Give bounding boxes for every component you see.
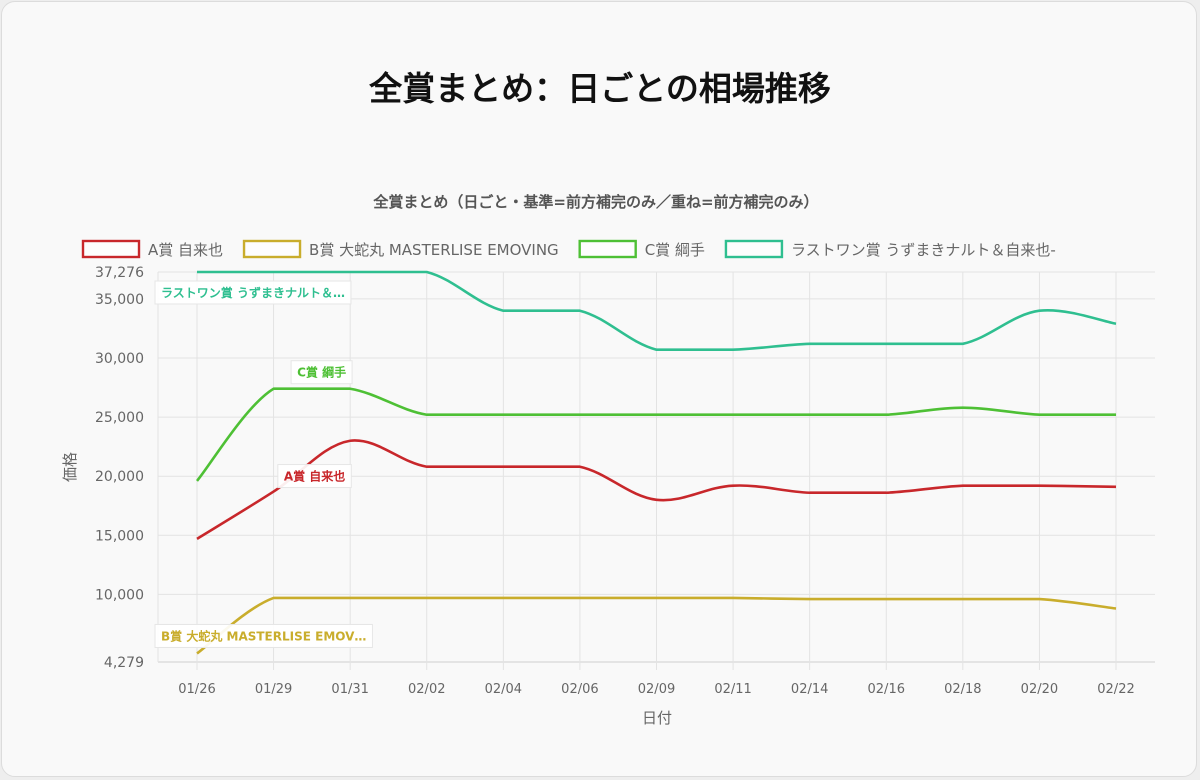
legend: A賞 自来也 B賞 大蛇丸 MASTERLISE EMOVING C賞 綱手 ラストワ… [81,239,1056,259]
series-label-text: C賞 綱手 [297,365,346,380]
y-tick-label: 30,000 [95,351,144,367]
x-tick-label: 02/06 [561,682,598,697]
x-tick-label: 01/31 [331,682,368,697]
legend-swatch [242,239,302,259]
legend-swatch [578,239,637,259]
x-axis: 01/26 01/29 01/31 02/02 02/04 02/06 02/09 02/11… [178,682,1134,697]
series-label-text: B賞 大蛇丸 MASTERLISE EMOV… [161,628,366,643]
y-tick-label: 10,000 [95,587,144,603]
series-data-label: A賞 自来也 [277,464,352,489]
data-labels: A賞 自来也 B賞 大蛇丸 MASTERLISE EMOV… C賞 綱手 ラストワン賞… [154,280,373,648]
legend-label: B賞 大蛇丸 MASTERLISE EMOVING [309,241,559,259]
x-tick-label: 02/20 [1021,682,1058,697]
series-data-label: B賞 大蛇丸 MASTERLISE EMOV… [154,623,373,648]
series-label-text: A賞 自来也 [284,469,345,484]
series-label-box [277,464,352,489]
legend-label: ラストワン賞 うずまきナルト＆自来也- [791,241,1056,259]
y-axis: 4,279 10,000 15,000 20,000 25,000 30,000 35,00… [95,265,144,671]
x-tick-label: 02/09 [638,682,675,697]
legend-label: C賞 綱手 [645,241,705,259]
y-tick-label: 15,000 [95,528,144,544]
chart-title: 全賞まとめ（日ごと・基準=前方補完のみ／重ね=前方補完のみ） [372,193,818,211]
series-label-box [290,360,353,385]
legend-item[interactable]: ラストワン賞 うずまきナルト＆自来也- [724,239,1056,259]
y-tick-label: 37,276 [95,265,144,281]
legend-item[interactable]: A賞 自来也 [81,239,223,259]
page-title: 全賞まとめ：日ごとの相場推移 [369,69,831,108]
x-tick-label: 01/26 [178,682,215,697]
x-tick-label: 02/16 [868,682,905,697]
y-axis-label: 価格 [61,452,79,482]
legend-swatch [724,239,784,259]
legend-item[interactable]: C賞 綱手 [578,239,705,259]
legend-label: A賞 自来也 [148,241,223,259]
x-tick-label: 02/02 [408,682,445,697]
series-group [195,270,1117,655]
x-tick-label: 02/04 [485,682,522,697]
x-axis-label: 日付 [642,709,672,727]
x-tick-label: 02/22 [1097,682,1134,697]
series-label-text: ラストワン賞 うずまきナルト＆… [161,285,345,300]
x-tick-label: 02/18 [944,682,981,697]
legend-item[interactable]: B賞 大蛇丸 MASTERLISE EMOVING [242,239,559,259]
series-data-label: C賞 綱手 [290,360,353,385]
series-data-label: ラストワン賞 うずまきナルト＆… [154,280,352,305]
y-tick-label: 25,000 [95,410,144,426]
x-tick-label: 02/11 [714,682,751,697]
x-tick-label: 02/14 [791,682,828,697]
y-tick-label: 35,000 [95,292,144,308]
series-label-box [154,623,373,648]
legend-swatch [81,239,141,259]
y-tick-label: 4,279 [104,655,144,671]
series-label-box [154,280,352,305]
y-tick-label: 20,000 [95,469,144,485]
x-tick-label: 01/29 [255,682,292,697]
